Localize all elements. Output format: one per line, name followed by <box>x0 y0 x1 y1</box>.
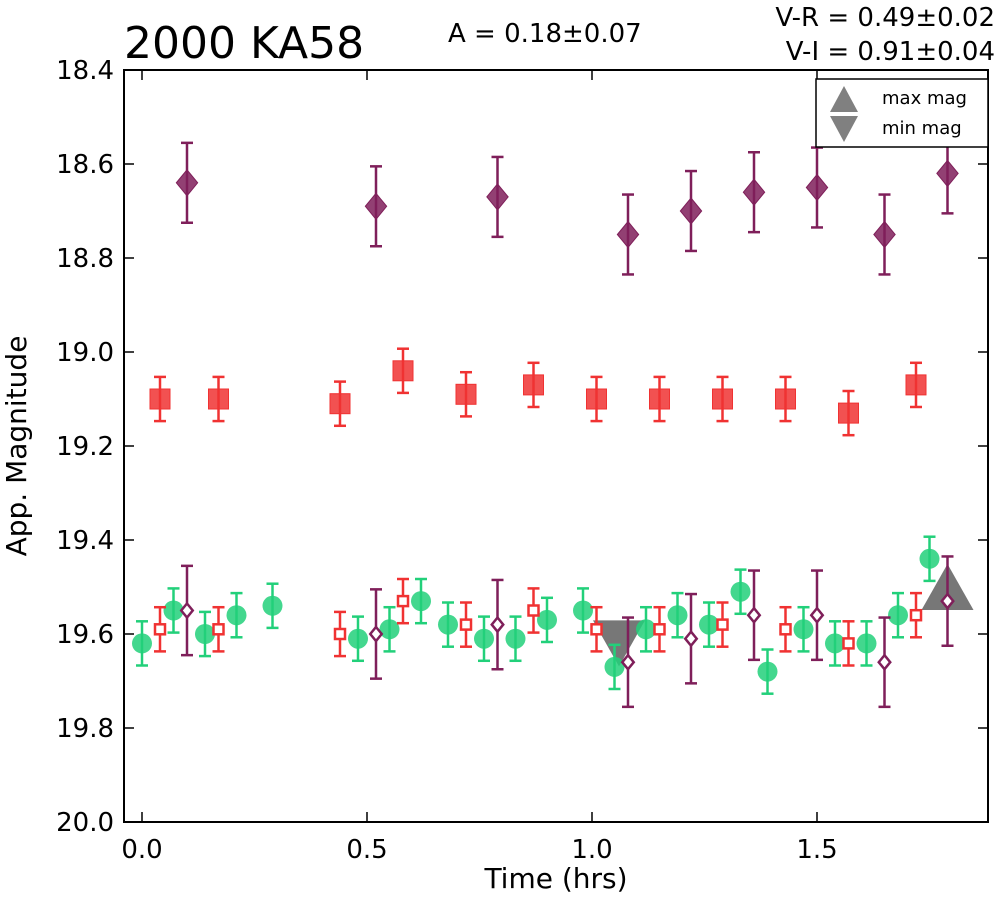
diamond-marker <box>490 615 505 634</box>
diamond-marker <box>620 653 636 672</box>
square-marker <box>649 388 670 410</box>
circle-marker <box>699 614 719 635</box>
legend-min-mag-icon <box>830 116 858 142</box>
x-tick-label: 1.0 <box>571 835 612 865</box>
y-tick-label: 19.8 <box>56 714 114 744</box>
square-marker <box>838 402 859 424</box>
square-marker <box>842 637 855 650</box>
y-tick-label: 18.4 <box>56 56 114 86</box>
y-tick-label: 19.2 <box>56 432 114 462</box>
circle-marker <box>888 605 908 626</box>
amplitude-annotation: A = 0.18±0.07 <box>448 19 642 49</box>
v-r-annotation: V-R = 0.49±0.02 <box>775 3 995 33</box>
diamond-marker <box>805 173 829 202</box>
x-axis-label: Time (hrs) <box>483 862 627 895</box>
diamond-marker <box>936 159 959 188</box>
diamond-marker <box>368 625 384 643</box>
square-marker <box>455 383 477 405</box>
circle-marker <box>636 619 656 640</box>
diamond-marker <box>809 606 825 625</box>
square-marker <box>716 618 729 631</box>
y-tick-label: 18.8 <box>56 244 114 274</box>
diamond-marker <box>877 653 892 672</box>
diamond-marker <box>364 192 388 221</box>
y-tick-label: 19.6 <box>56 620 114 650</box>
square-marker <box>149 388 171 410</box>
diamond-marker <box>486 183 509 211</box>
square-marker <box>712 388 733 410</box>
square-marker <box>396 594 410 608</box>
y-axis-label: App. Magnitude <box>0 336 33 557</box>
square-marker <box>208 388 229 410</box>
x-tick-label: 1.5 <box>796 835 837 865</box>
circle-marker <box>919 548 940 569</box>
circle-marker <box>348 628 368 649</box>
legend-max-mag-label: max mag <box>882 88 967 109</box>
x-tick-label: 0.5 <box>346 835 387 865</box>
legend-max-mag-icon <box>830 86 858 112</box>
square-marker <box>586 388 607 410</box>
circle-marker <box>825 633 845 654</box>
square-marker <box>653 623 666 636</box>
square-marker <box>590 623 603 636</box>
circle-marker <box>226 605 247 626</box>
circle-marker <box>793 619 814 640</box>
circle-marker <box>132 633 152 654</box>
square-marker <box>329 393 351 415</box>
diamond-marker <box>616 220 640 249</box>
legend-min-mag-label: min mag <box>882 118 962 139</box>
axis-ticks: 0.0 0.5 1.0 1.5 18.4 18.6 18.8 19.0 19.2 19.4 19.6… <box>56 56 988 865</box>
diamond-marker <box>742 178 766 206</box>
y-tick-label: 20.0 <box>56 808 114 838</box>
circle-marker <box>438 614 458 635</box>
circle-marker <box>411 591 431 612</box>
y-tick-label: 18.6 <box>56 150 114 180</box>
diamond-marker <box>179 601 195 620</box>
circle-marker <box>730 581 751 602</box>
diamond-marker <box>940 592 955 611</box>
min-mag-marker <box>593 620 645 667</box>
circle-marker <box>604 656 625 677</box>
square-marker <box>775 388 796 410</box>
circle-marker <box>379 619 400 640</box>
circle-marker <box>537 609 557 630</box>
square-marker <box>527 604 540 617</box>
plot-frame <box>123 69 989 823</box>
square-marker <box>905 374 927 396</box>
chart-marks <box>132 132 974 709</box>
circle-marker <box>262 595 283 616</box>
square-marker <box>333 627 347 641</box>
circle-marker <box>667 605 688 626</box>
square-marker <box>392 360 414 382</box>
square-marker <box>212 623 225 636</box>
circle-marker <box>474 628 494 649</box>
square-marker <box>153 623 167 636</box>
square-marker <box>779 623 792 636</box>
legend: max mag min mag <box>815 78 989 148</box>
circle-marker <box>573 600 593 621</box>
circle-marker <box>195 624 215 644</box>
y-tick-label: 19.0 <box>56 338 114 368</box>
v-i-annotation: V-I = 0.91±0.04 <box>786 37 995 67</box>
y-tick-label: 19.4 <box>56 526 114 556</box>
diamond-marker <box>175 169 199 197</box>
square-marker <box>459 618 473 631</box>
x-tick-label: 0.0 <box>121 835 162 865</box>
chart-title: 2000 KA58 <box>124 18 364 69</box>
circle-marker <box>163 600 184 621</box>
circle-marker <box>757 661 778 682</box>
square-marker <box>909 608 923 622</box>
circle-marker <box>505 628 526 649</box>
square-marker <box>523 374 544 396</box>
diamond-marker <box>683 629 699 648</box>
diamond-marker <box>746 606 762 625</box>
circle-marker <box>856 633 877 654</box>
diamond-marker <box>679 197 703 225</box>
diamond-marker <box>873 220 896 249</box>
